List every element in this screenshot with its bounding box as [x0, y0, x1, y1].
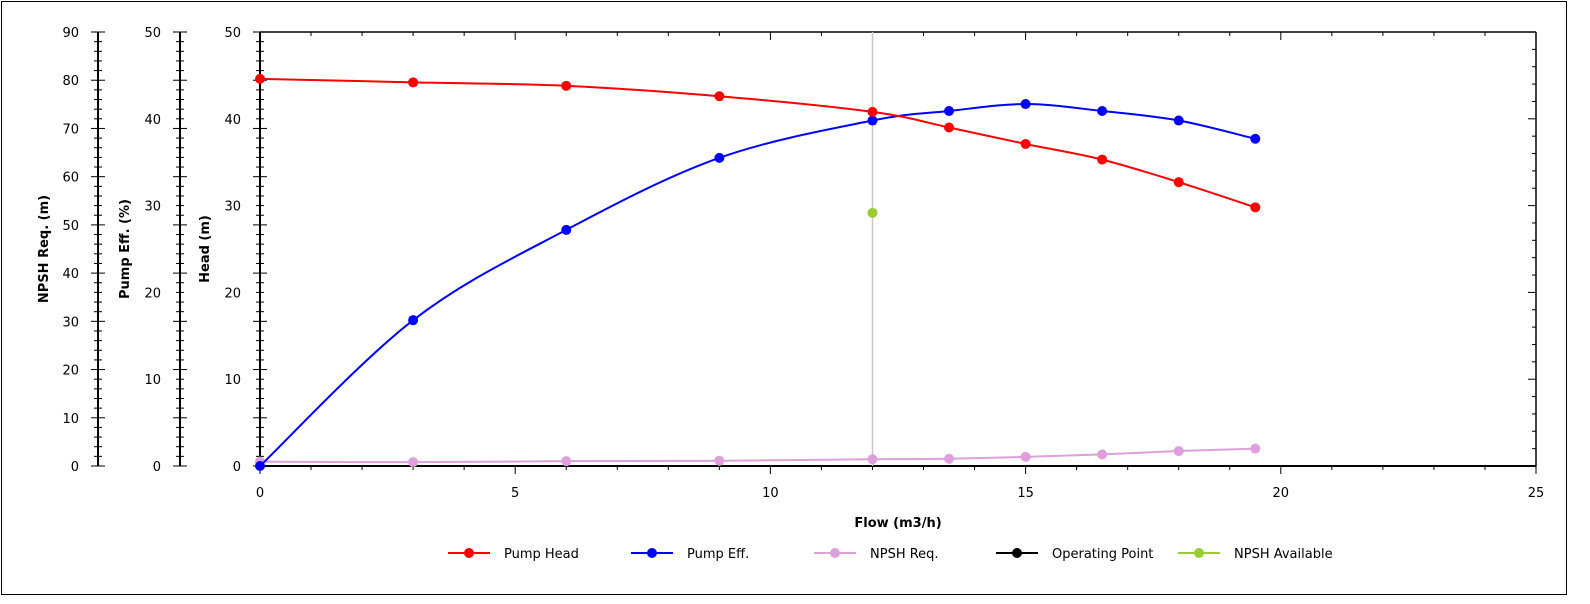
- head-tick-label: 30: [224, 200, 241, 215]
- npsh-req-point: [1097, 449, 1108, 460]
- pump-head-point: [255, 73, 265, 84]
- legend-pump-eff-label: Pump Eff.: [687, 547, 749, 562]
- legend-operating-point-label: Operating Point: [1052, 547, 1153, 562]
- series-layer: [255, 32, 1261, 471]
- pump-head-point: [408, 77, 419, 88]
- legend-pump-head-marker: [464, 548, 474, 558]
- pump-eff-point: [408, 315, 419, 326]
- eff-tick-label: 30: [144, 200, 161, 215]
- x-tick-label: 25: [1528, 486, 1545, 501]
- npsh-tick-label: 30: [62, 315, 79, 330]
- legend-operating-point-marker: [1012, 548, 1022, 558]
- x-tick-label: 5: [511, 486, 519, 501]
- legend: Pump Head Pump Eff. NPSH Req. Operating Poi…: [448, 547, 1333, 562]
- axes-layer: 0 5 10 15 20 25 Flow (m3/h) 0 10 20 30 40 50 60 70 80 90…: [37, 26, 1544, 531]
- npsh-available-point: [867, 207, 878, 218]
- pump-head-line: [259, 77, 1256, 209]
- head-tick-label: 50: [224, 26, 241, 41]
- npsh-req-line: [259, 447, 1256, 464]
- x-tick-label: 0: [256, 486, 264, 501]
- legend-npsh-req-marker: [830, 548, 840, 558]
- pump-eff-point: [1250, 133, 1261, 144]
- npsh-tick-label: 20: [62, 364, 79, 379]
- npsh-tick-label: 90: [62, 26, 79, 41]
- npsh-tick-label: 50: [62, 219, 79, 234]
- pump-eff-point: [1173, 115, 1184, 126]
- pump-head-point: [1097, 154, 1108, 165]
- pump-head-point: [867, 106, 878, 117]
- pump-eff-point: [1020, 99, 1031, 110]
- legend-npsh-req-label: NPSH Req.: [870, 547, 939, 562]
- pump-head-point: [1020, 138, 1031, 149]
- head-axis-title: Head (m): [198, 215, 213, 283]
- eff-tick-label: 50: [144, 26, 161, 41]
- x-tick-label: 20: [1273, 486, 1290, 501]
- legend-pump-head-label: Pump Head: [504, 547, 579, 562]
- npsh-tick-label: 10: [62, 412, 79, 427]
- pump-head-point: [561, 80, 572, 91]
- pump-eff-line: [259, 103, 1256, 467]
- npsh-tick-label: 40: [62, 267, 79, 282]
- npsh-tick-label: 70: [62, 122, 79, 137]
- pump-eff-point: [255, 461, 265, 471]
- x-axis-title: Flow (m3/h): [854, 516, 941, 531]
- npsh-req-point: [1250, 443, 1261, 454]
- pump-head-point: [1173, 177, 1184, 188]
- legend-npsh-available-marker: [1194, 548, 1204, 558]
- eff-axis-title: Pump Eff. (%): [118, 199, 133, 299]
- head-tick-label: 40: [224, 113, 241, 128]
- head-tick-label: 10: [224, 373, 241, 388]
- npsh-req-point: [714, 455, 725, 466]
- pump-head-point: [944, 122, 955, 133]
- npsh-req-point: [561, 456, 572, 467]
- npsh-req-point: [867, 454, 878, 465]
- legend-npsh-available-label: NPSH Available: [1234, 547, 1333, 562]
- npsh-tick-label: 60: [62, 171, 79, 186]
- pump-eff-point: [561, 224, 572, 235]
- pump-eff-point: [1097, 105, 1108, 116]
- npsh-tick-label: 0: [71, 460, 79, 475]
- npsh-req-point: [1020, 451, 1031, 462]
- npsh-axis-title: NPSH Req. (m): [37, 195, 52, 303]
- eff-tick-label: 10: [144, 373, 161, 388]
- pump-head-point: [1250, 202, 1261, 213]
- npsh-req-point: [1173, 446, 1184, 457]
- eff-tick-label: 20: [144, 286, 161, 301]
- head-tick-label: 20: [224, 286, 241, 301]
- x-tick-label: 10: [762, 486, 779, 501]
- npsh-req-point: [944, 453, 955, 464]
- head-tick-label: 0: [233, 460, 241, 475]
- eff-tick-label: 40: [144, 113, 161, 128]
- npsh-req-point: [408, 457, 419, 468]
- eff-tick-label: 0: [153, 460, 161, 475]
- pump-eff-point: [944, 105, 955, 116]
- legend-pump-eff-marker: [647, 548, 657, 558]
- npsh-tick-label: 80: [62, 74, 79, 89]
- pump-eff-point: [714, 152, 725, 163]
- pump-head-point: [714, 91, 725, 102]
- pump-eff-point: [867, 115, 878, 126]
- x-tick-label: 15: [1017, 486, 1034, 501]
